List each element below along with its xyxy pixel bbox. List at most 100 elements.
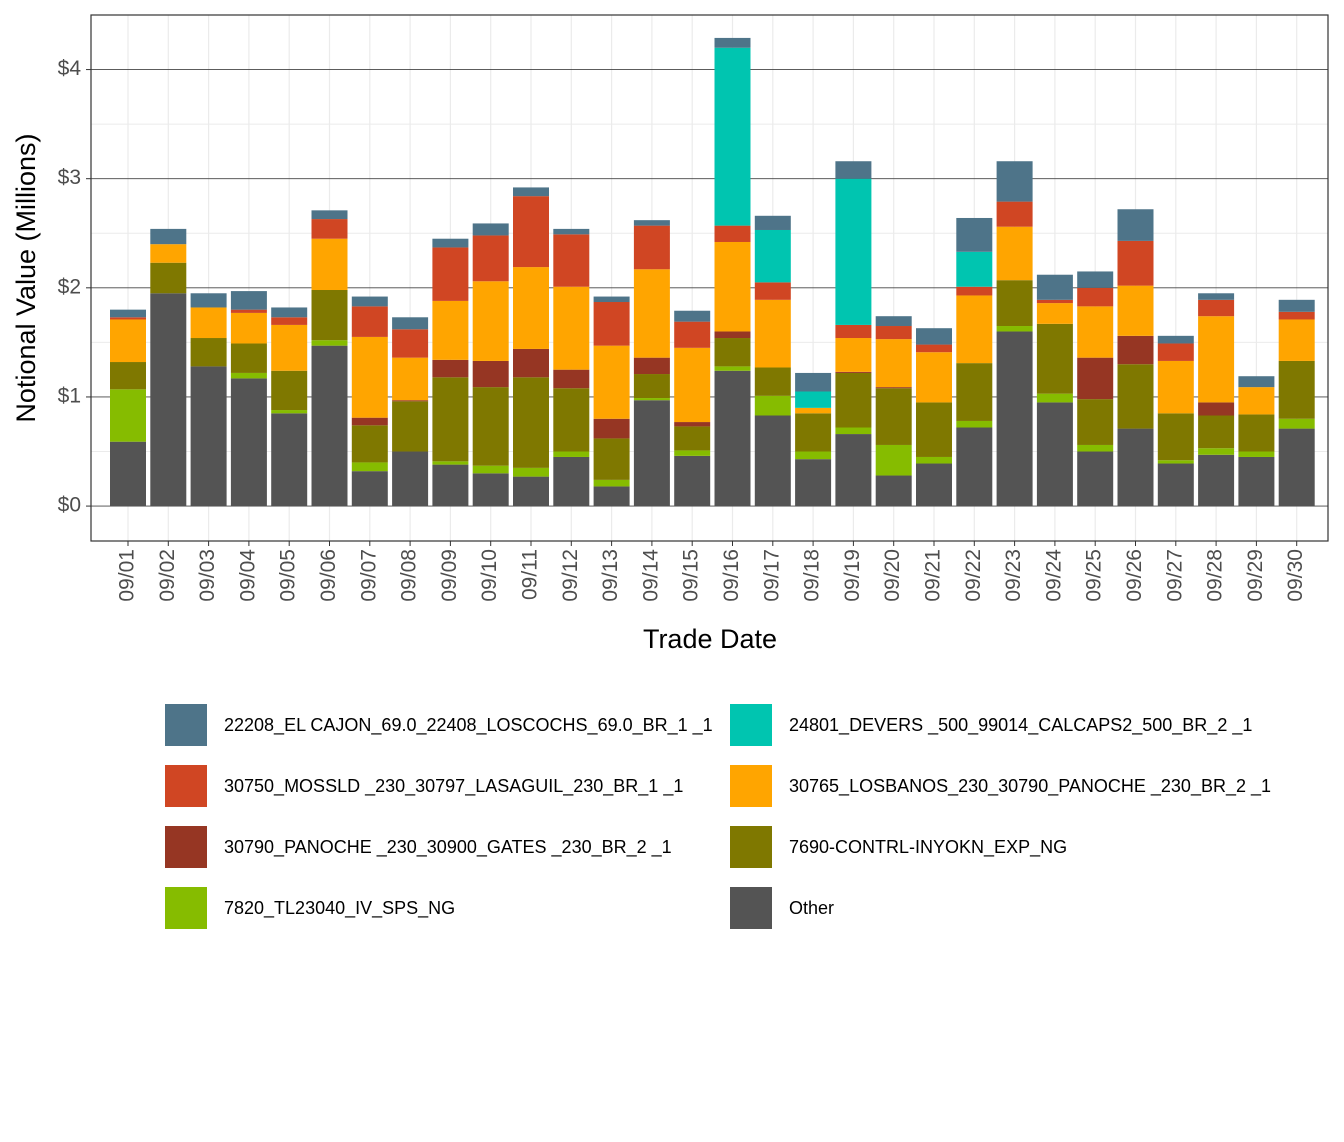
bar-segment — [432, 464, 469, 507]
bar-segment — [553, 228, 590, 235]
bar-segment — [392, 357, 429, 401]
bar-segment — [1157, 335, 1194, 344]
bar-segment — [553, 456, 590, 507]
bar-segment — [593, 418, 630, 439]
bar-segment — [311, 219, 348, 239]
bar-segment — [593, 302, 630, 346]
x-tick-label: 09/13 — [599, 549, 622, 602]
bar-segment — [150, 262, 187, 294]
bar-segment — [351, 471, 388, 507]
y-tick-label: $3 — [58, 166, 81, 189]
bar-segment — [1157, 360, 1194, 414]
bar-segment — [1198, 454, 1235, 507]
x-tick-label: 09/24 — [1042, 549, 1065, 602]
bar-segment — [714, 241, 751, 332]
bar-segment — [432, 461, 469, 465]
bar-segment — [1157, 343, 1194, 361]
x-tick-label: 09/25 — [1083, 549, 1106, 602]
bar-segment — [754, 367, 791, 396]
bar-segment — [1036, 393, 1073, 403]
bar-segment — [996, 161, 1033, 202]
bar-segment — [1198, 299, 1235, 317]
bar-segment — [996, 331, 1033, 507]
x-tick-label: 09/29 — [1244, 549, 1267, 602]
x-tick-label: 09/23 — [1002, 549, 1025, 602]
x-tick-label: 09/28 — [1204, 549, 1227, 602]
bar-segment — [1198, 448, 1235, 455]
bar-segment — [150, 244, 187, 263]
bar-segment — [472, 223, 509, 236]
bar-segment — [674, 347, 711, 423]
y-axis-title: Notional Value (Millions) — [11, 133, 41, 422]
bar-segment — [754, 395, 791, 416]
bar-segment — [311, 345, 348, 507]
bar-segment — [311, 340, 348, 346]
bar-segment — [472, 465, 509, 474]
bar-segment — [875, 326, 912, 340]
bar-segment — [916, 402, 952, 457]
bar-segment — [835, 434, 872, 507]
x-tick-label: 09/10 — [478, 549, 501, 602]
bar-segment — [956, 286, 993, 296]
x-axis-title: Trade Date — [643, 624, 777, 654]
bar-segment — [1077, 306, 1114, 358]
bar-segment — [1157, 460, 1194, 464]
legend-label: 30790_PANOCHE _230_30900_GATES _230_BR_2… — [224, 837, 672, 858]
bar-segment — [1198, 402, 1235, 416]
x-tick-label: 09/16 — [720, 549, 743, 602]
bar-segment — [633, 400, 670, 507]
x-tick-label: 09/07 — [357, 549, 380, 602]
bar-segment — [1036, 323, 1073, 394]
bar-segment — [351, 462, 388, 472]
bar-segment — [633, 374, 670, 399]
bar-segment — [714, 338, 751, 367]
bar-segment — [795, 391, 832, 408]
bar-segment — [1238, 414, 1275, 452]
bar-segment — [916, 456, 952, 464]
bar-segment — [392, 400, 429, 402]
bar-segment — [875, 475, 912, 507]
bar-segment — [1278, 319, 1315, 361]
bar-segment — [875, 388, 912, 445]
bar-segment — [110, 362, 146, 390]
bar-segment — [271, 410, 308, 414]
x-tick-label: 09/18 — [801, 549, 824, 602]
bar-segment — [593, 486, 630, 507]
bar-segment — [754, 215, 791, 230]
bar-segment — [1238, 387, 1275, 415]
bar-segment — [432, 300, 469, 360]
bar-segment — [432, 359, 469, 378]
bar-segment — [674, 422, 711, 427]
bar-segment — [1117, 209, 1154, 241]
bar-segment — [230, 372, 267, 379]
bar-segment — [593, 345, 630, 419]
bar-segment — [110, 317, 146, 320]
bar-segment — [513, 467, 549, 477]
bar-segment — [472, 473, 509, 507]
bar-segment — [432, 247, 469, 301]
bar-segment — [795, 413, 832, 452]
bar-segment — [795, 372, 832, 392]
bar-segment — [633, 398, 670, 401]
bar-segment — [714, 331, 751, 339]
bar-segment — [956, 420, 993, 428]
bar-segment — [553, 388, 590, 452]
bar-segment — [633, 357, 670, 375]
x-tick-label: 09/17 — [760, 549, 783, 602]
bar-segment — [956, 251, 993, 287]
x-tick-label: 09/06 — [317, 549, 340, 602]
bar-segment — [1036, 299, 1073, 304]
bar-segment — [472, 360, 509, 388]
bar-segment — [190, 366, 227, 507]
bar-segment — [150, 293, 187, 507]
legend-key — [165, 826, 207, 868]
legend-key — [165, 704, 207, 746]
legend-label: 30765_LOSBANOS_230_30790_PANOCHE _230_BR… — [789, 776, 1271, 797]
bar-segment — [996, 280, 1033, 327]
bar-segment — [754, 282, 791, 300]
bar-segment — [956, 295, 993, 364]
bar-segment — [271, 413, 308, 507]
bar-segment — [1117, 335, 1154, 365]
bar-segment — [1238, 456, 1275, 507]
